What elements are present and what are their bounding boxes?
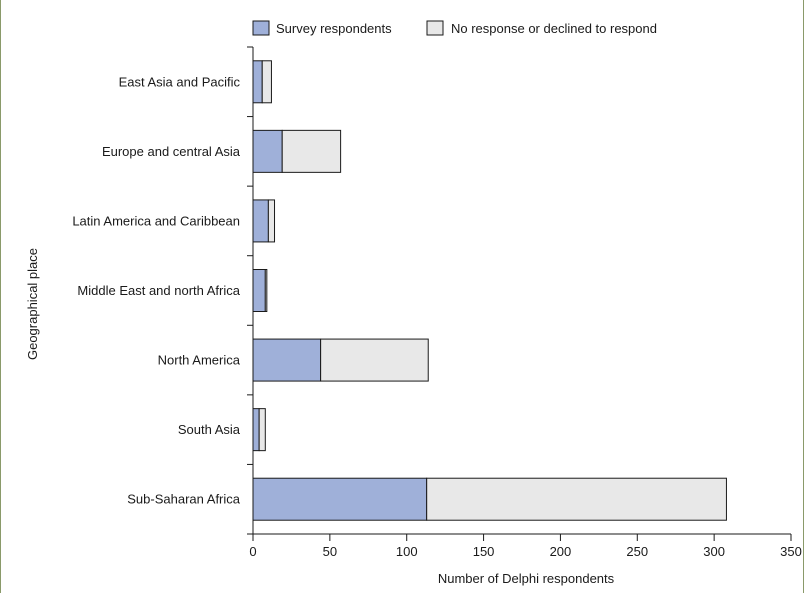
bar-south-asia-no-response-or-declined-to-respond <box>258 408 266 452</box>
bar-sub-saharan-africa-no-response-or-declined-to-respond <box>426 477 727 521</box>
x-tick-label-200: 200 <box>550 544 572 559</box>
x-tick-label-250: 250 <box>626 544 648 559</box>
chart-legend: Survey respondents No response or declin… <box>252 20 657 36</box>
bar-middle-east-and-north-africa-survey-respondents <box>252 269 266 312</box>
category-label-sub-saharan-africa: Sub-Saharan Africa <box>127 492 241 507</box>
bar-north-america-survey-respondents <box>252 338 322 382</box>
bar-north-america-no-response-or-declined-to-respond <box>320 338 429 382</box>
bar-europe-and-central-asia-no-response-or-declined-to-respond <box>281 129 342 173</box>
legend-swatch-survey-respondents <box>252 20 270 36</box>
category-label-south-asia: South Asia <box>178 422 241 437</box>
bar-latin-america-and-caribbean-no-response-or-declined-to-respond <box>267 199 276 243</box>
legend-label-no-response: No response or declined to respond <box>451 21 657 36</box>
bar-east-asia-and-pacific-no-response-or-declined-to-respond <box>261 60 272 104</box>
category-label-north-america: North America <box>158 353 241 368</box>
category-label-east-asia-and-pacific: East Asia and Pacific <box>119 74 241 89</box>
bar-south-asia-survey-respondents <box>252 408 260 452</box>
y-axis-title: Geographical place <box>25 248 40 360</box>
bar-east-asia-and-pacific-survey-respondents <box>252 60 263 104</box>
category-label-latin-america-and-caribbean: Latin America and Caribbean <box>72 213 240 228</box>
legend-label-survey-respondents: Survey respondents <box>276 21 392 36</box>
category-label-europe-and-central-asia: Europe and central Asia <box>102 144 241 159</box>
bar-sub-saharan-africa-survey-respondents <box>252 477 428 521</box>
x-tick-label-50: 50 <box>323 544 337 559</box>
plot-area: East Asia and Pacific Europe and central … <box>72 46 802 559</box>
x-axis-title: Number of Delphi respondents <box>438 571 615 586</box>
category-label-middle-east-and-north-africa: Middle East and north Africa <box>77 283 240 298</box>
x-tick-label-100: 100 <box>396 544 418 559</box>
x-tick-label-350: 350 <box>780 544 802 559</box>
bar-middle-east-and-north-africa-no-response-or-declined-to-respond <box>264 269 268 312</box>
x-tick-label-150: 150 <box>473 544 495 559</box>
x-tick-label-0: 0 <box>249 544 256 559</box>
x-tick-label-300: 300 <box>703 544 725 559</box>
bar-europe-and-central-asia-survey-respondents <box>252 129 283 173</box>
bar-latin-america-and-caribbean-survey-respondents <box>252 199 269 243</box>
legend-swatch-no-response <box>426 20 444 36</box>
